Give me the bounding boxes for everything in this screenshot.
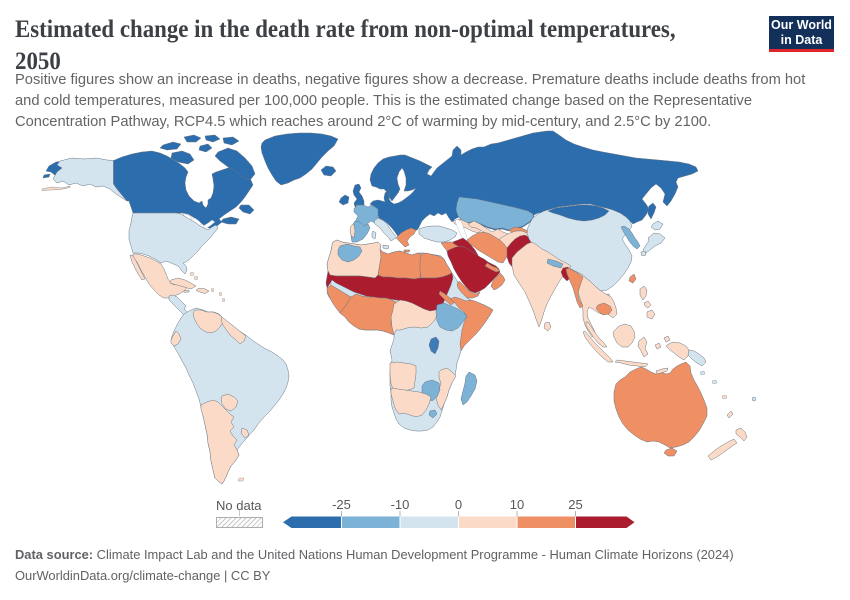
svg-text:-25: -25 [332,497,351,512]
svg-text:-10: -10 [391,497,410,512]
svg-text:0: 0 [455,497,462,512]
svg-text:10: 10 [510,497,524,512]
svg-text:25: 25 [568,497,582,512]
